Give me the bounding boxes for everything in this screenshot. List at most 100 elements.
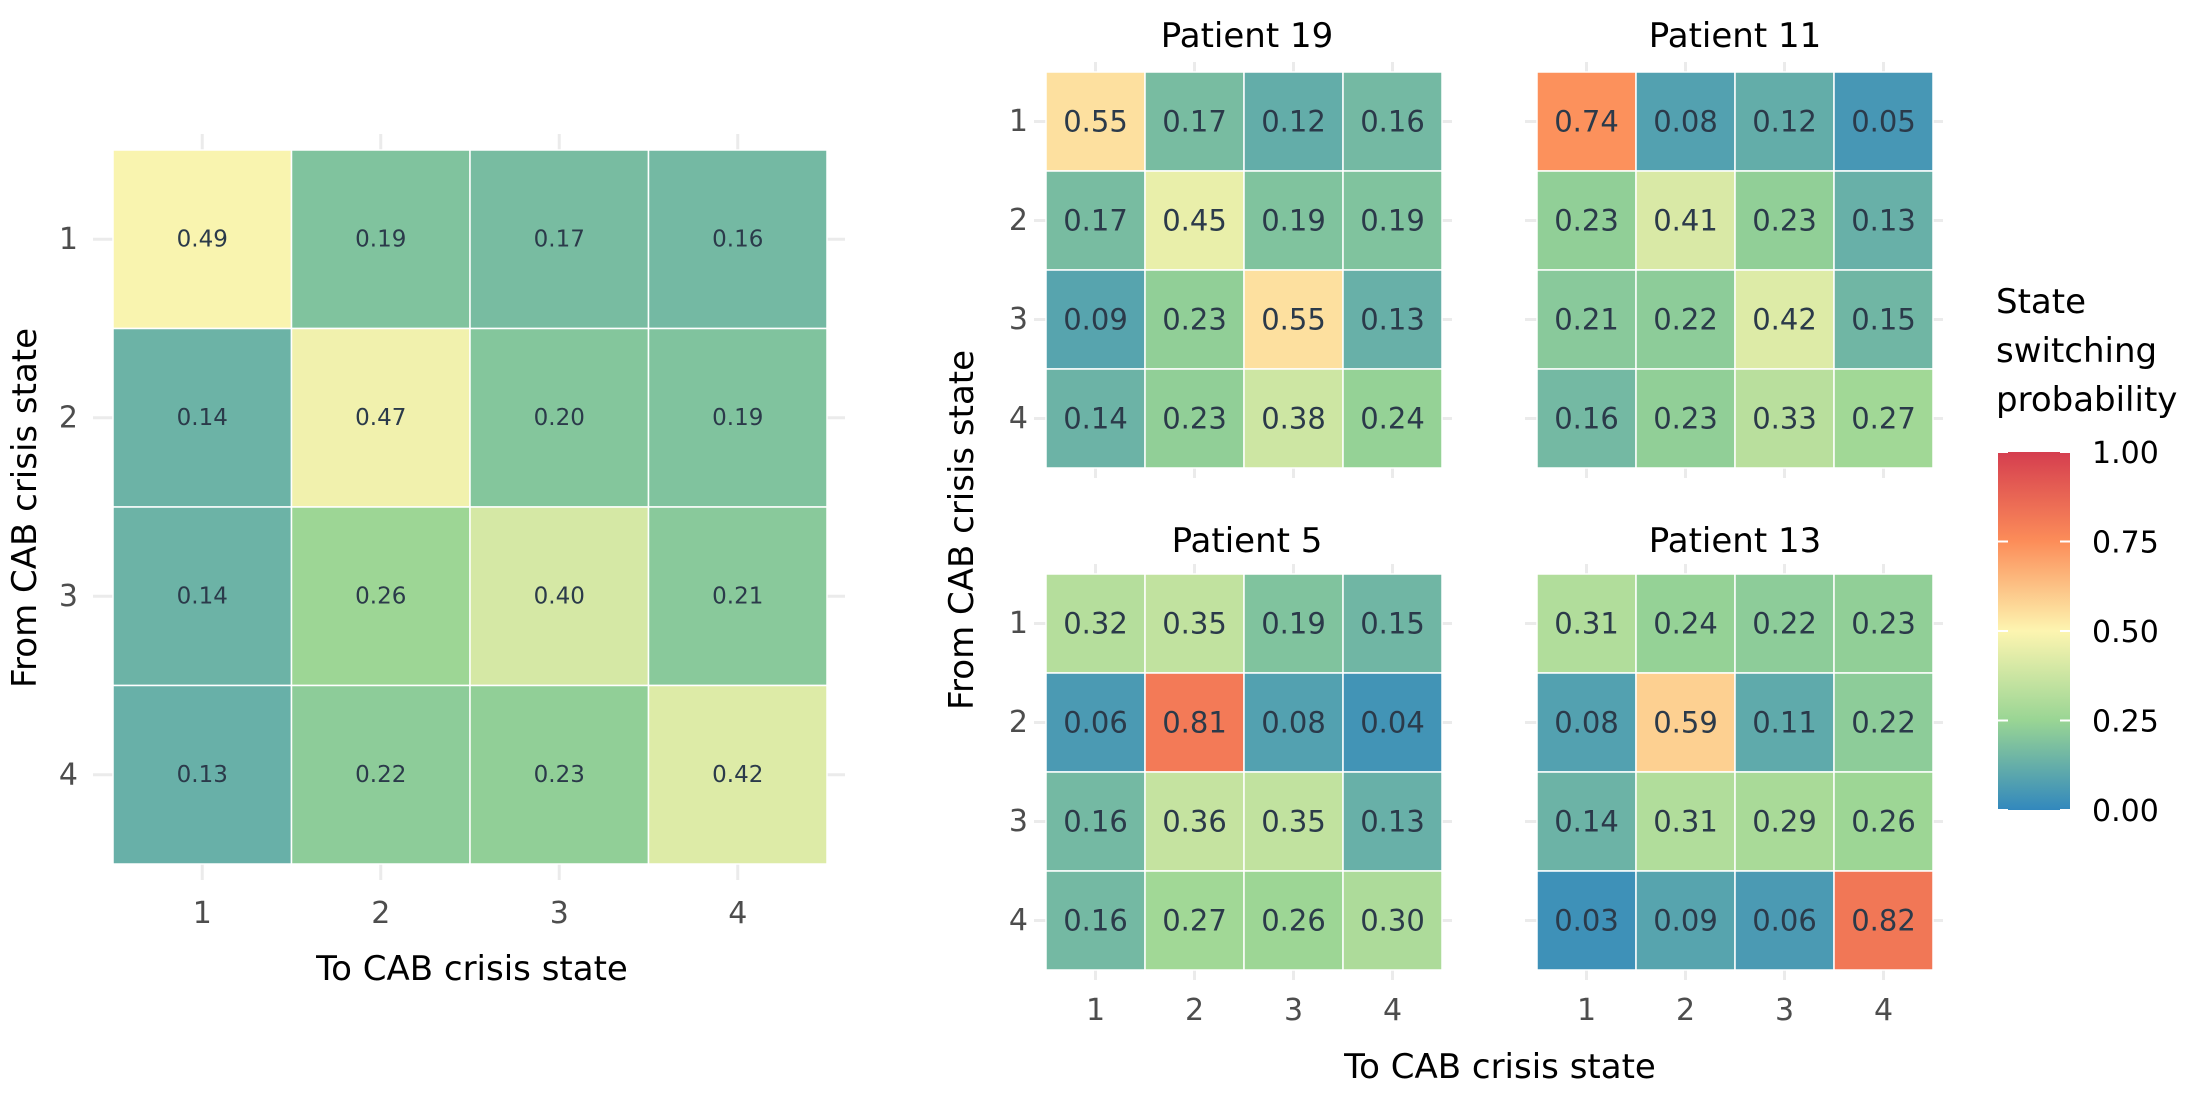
heatmap-cell-label: 0.26 [1261,904,1326,938]
heatmap-cell [1342,71,1443,172]
y-tick-label: 4 [1009,903,1028,938]
heatmap-cell [1243,771,1344,872]
heatmap-cell-label: 0.16 [1554,402,1619,436]
legend-title-line-3: probability [1996,380,2177,420]
y-tick-label: 2 [59,400,78,435]
heatmap-cell-label: 0.38 [1261,402,1326,436]
heatmap-cell-label: 0.15 [1851,303,1916,337]
heatmap-cell-label: 0.30 [1360,904,1425,938]
heatmap-cell [1144,771,1245,872]
x-tick-label: 2 [1185,993,1204,1028]
facet-tick-labels: 1 2 3 4 [1577,993,1893,1028]
patients-y-axis-title: From CAB crisis state [942,350,982,710]
heatmap-cell [1342,870,1443,971]
heatmap-cell-label: 0.32 [1063,607,1128,641]
x-tick-label: 2 [371,896,390,931]
heatmap-cell-label: 0.35 [1162,607,1227,641]
legend-tick-label: 1.00 [2092,436,2159,471]
facet-title: Patient 5 [1172,521,1323,561]
y-tick-label: 1 [59,222,78,257]
heatmap-cell-label: 0.23 [1162,303,1227,337]
facet-title: Patient 11 [1649,16,1821,56]
y-tick-label: 3 [59,579,78,614]
heatmap-cell [1243,170,1344,271]
heatmap-cell-label: 0.09 [1653,904,1718,938]
heatmap-cell [1243,870,1344,971]
heatmap-cell-label: 0.05 [1851,105,1916,139]
heatmap-cell [1144,573,1245,674]
heatmap-cell-label: 0.36 [1162,805,1227,839]
heatmap-cell-label: 0.04 [1360,706,1425,740]
heatmap-cell-label: 0.59 [1653,706,1718,740]
heatmap-cell-label: 0.29 [1752,805,1817,839]
y-tick-label: 1 [1009,606,1028,641]
y-tick-label: 3 [1009,804,1028,839]
heatmap-cell [1635,672,1736,773]
heatmap-cell [1635,368,1736,469]
y-tick-label: 1 [1009,104,1028,139]
heatmap-cell-label: 0.81 [1162,706,1227,740]
facet-cells: 0.55 0.17 0.12 0.16 0.17 0.45 0.19 0.19 0.09 0.23… [1045,71,1443,469]
heatmap-cell-label: 0.23 [1653,402,1718,436]
heatmap-cell-label: 0.42 [1752,303,1817,337]
heatmap-cell [469,149,650,330]
legend-title-line-1: State [1996,282,2086,322]
heatmap-cell-label: 0.17 [534,226,585,252]
heatmap-cell-label: 0.09 [1063,303,1128,337]
heatmap-cell-label: 0.22 [1653,303,1718,337]
heatmap-cell [290,149,471,330]
heatmap-cell-label: 0.27 [1851,402,1916,436]
heatmap-cell-label: 0.55 [1261,303,1326,337]
facet-title: Patient 13 [1649,521,1821,561]
facet-cells: 0.31 0.24 0.22 0.23 0.08 0.59 0.11 0.22 0.14 0.31… [1536,573,1934,971]
heatmap-cell-label: 0.19 [355,226,406,252]
heatmap-cell-label: 0.17 [1063,204,1128,238]
heatmap-cell [1045,870,1146,971]
heatmap-cell-label: 0.21 [1554,303,1619,337]
heatmap-cell-label: 0.11 [1752,706,1817,740]
x-tick-label: 3 [1284,993,1303,1028]
heatmap-cell [1342,573,1443,674]
heatmap-cell-label: 0.23 [1554,204,1619,238]
x-tick-label: 3 [1775,993,1794,1028]
y-tick-label: 4 [1009,401,1028,436]
heatmap-cell [1734,368,1835,469]
heatmap-cell [1833,771,1934,872]
heatmap-cell [647,327,828,508]
heatmap-cell [1342,170,1443,271]
legend-colorbar [1998,452,2070,810]
heatmap-cell [1734,573,1835,674]
heatmap-cell [1734,71,1835,172]
heatmap-cell [1635,170,1736,271]
heatmap-cell-label: 0.03 [1554,904,1619,938]
heatmap-cell [1833,170,1934,271]
heatmap-cell-label: 0.08 [1653,105,1718,139]
heatmap-cell [1536,573,1637,674]
heatmap-cell-label: 0.31 [1554,607,1619,641]
heatmap-cell-label: 0.82 [1851,904,1916,938]
heatmap-cell-label: 0.06 [1063,706,1128,740]
facet-cells: 0.32 0.35 0.19 0.15 0.06 0.81 0.08 0.04 0.16 0.36… [1045,573,1443,971]
heatmap-cell-label: 0.31 [1653,805,1718,839]
heatmap-cell-label: 0.33 [1752,402,1817,436]
y-tick-label: 4 [59,757,78,792]
patient-facet: Patient 110.74 0.08 0.12 0.050.23 0.41 0.23 0.… [1525,16,1943,478]
overall-y-axis-title: From CAB crisis state [5,328,45,688]
heatmap-cell-label: 0.23 [1851,607,1916,641]
heatmap-cell [1342,672,1443,773]
heatmap-cell-label: 0.14 [1063,402,1128,436]
heatmap-cell-label: 0.24 [1653,607,1718,641]
heatmap-cell [1833,368,1934,469]
overall-heatmap-panel: 0.49 0.19 0.17 0.16 0.14 0.47 0.20 0.19 0.14 0.26… [5,134,845,989]
facet-tick-labels: 1 2 3 4 [1009,104,1028,436]
heatmap-cell [112,149,293,330]
heatmap-cell-label: 0.23 [1162,402,1227,436]
heatmap-cell-label: 0.26 [355,583,406,609]
heatmap-cell [1045,771,1146,872]
heatmap-cell-label: 0.08 [1261,706,1326,740]
heatmap-cell-label: 0.19 [1360,204,1425,238]
heatmap-cell [290,327,471,508]
heatmap-cell [1342,269,1443,370]
patient-facet: Patient 130.31 0.24 0.22 0.230.08 0.59 0.11 0.… [1525,521,1943,1028]
